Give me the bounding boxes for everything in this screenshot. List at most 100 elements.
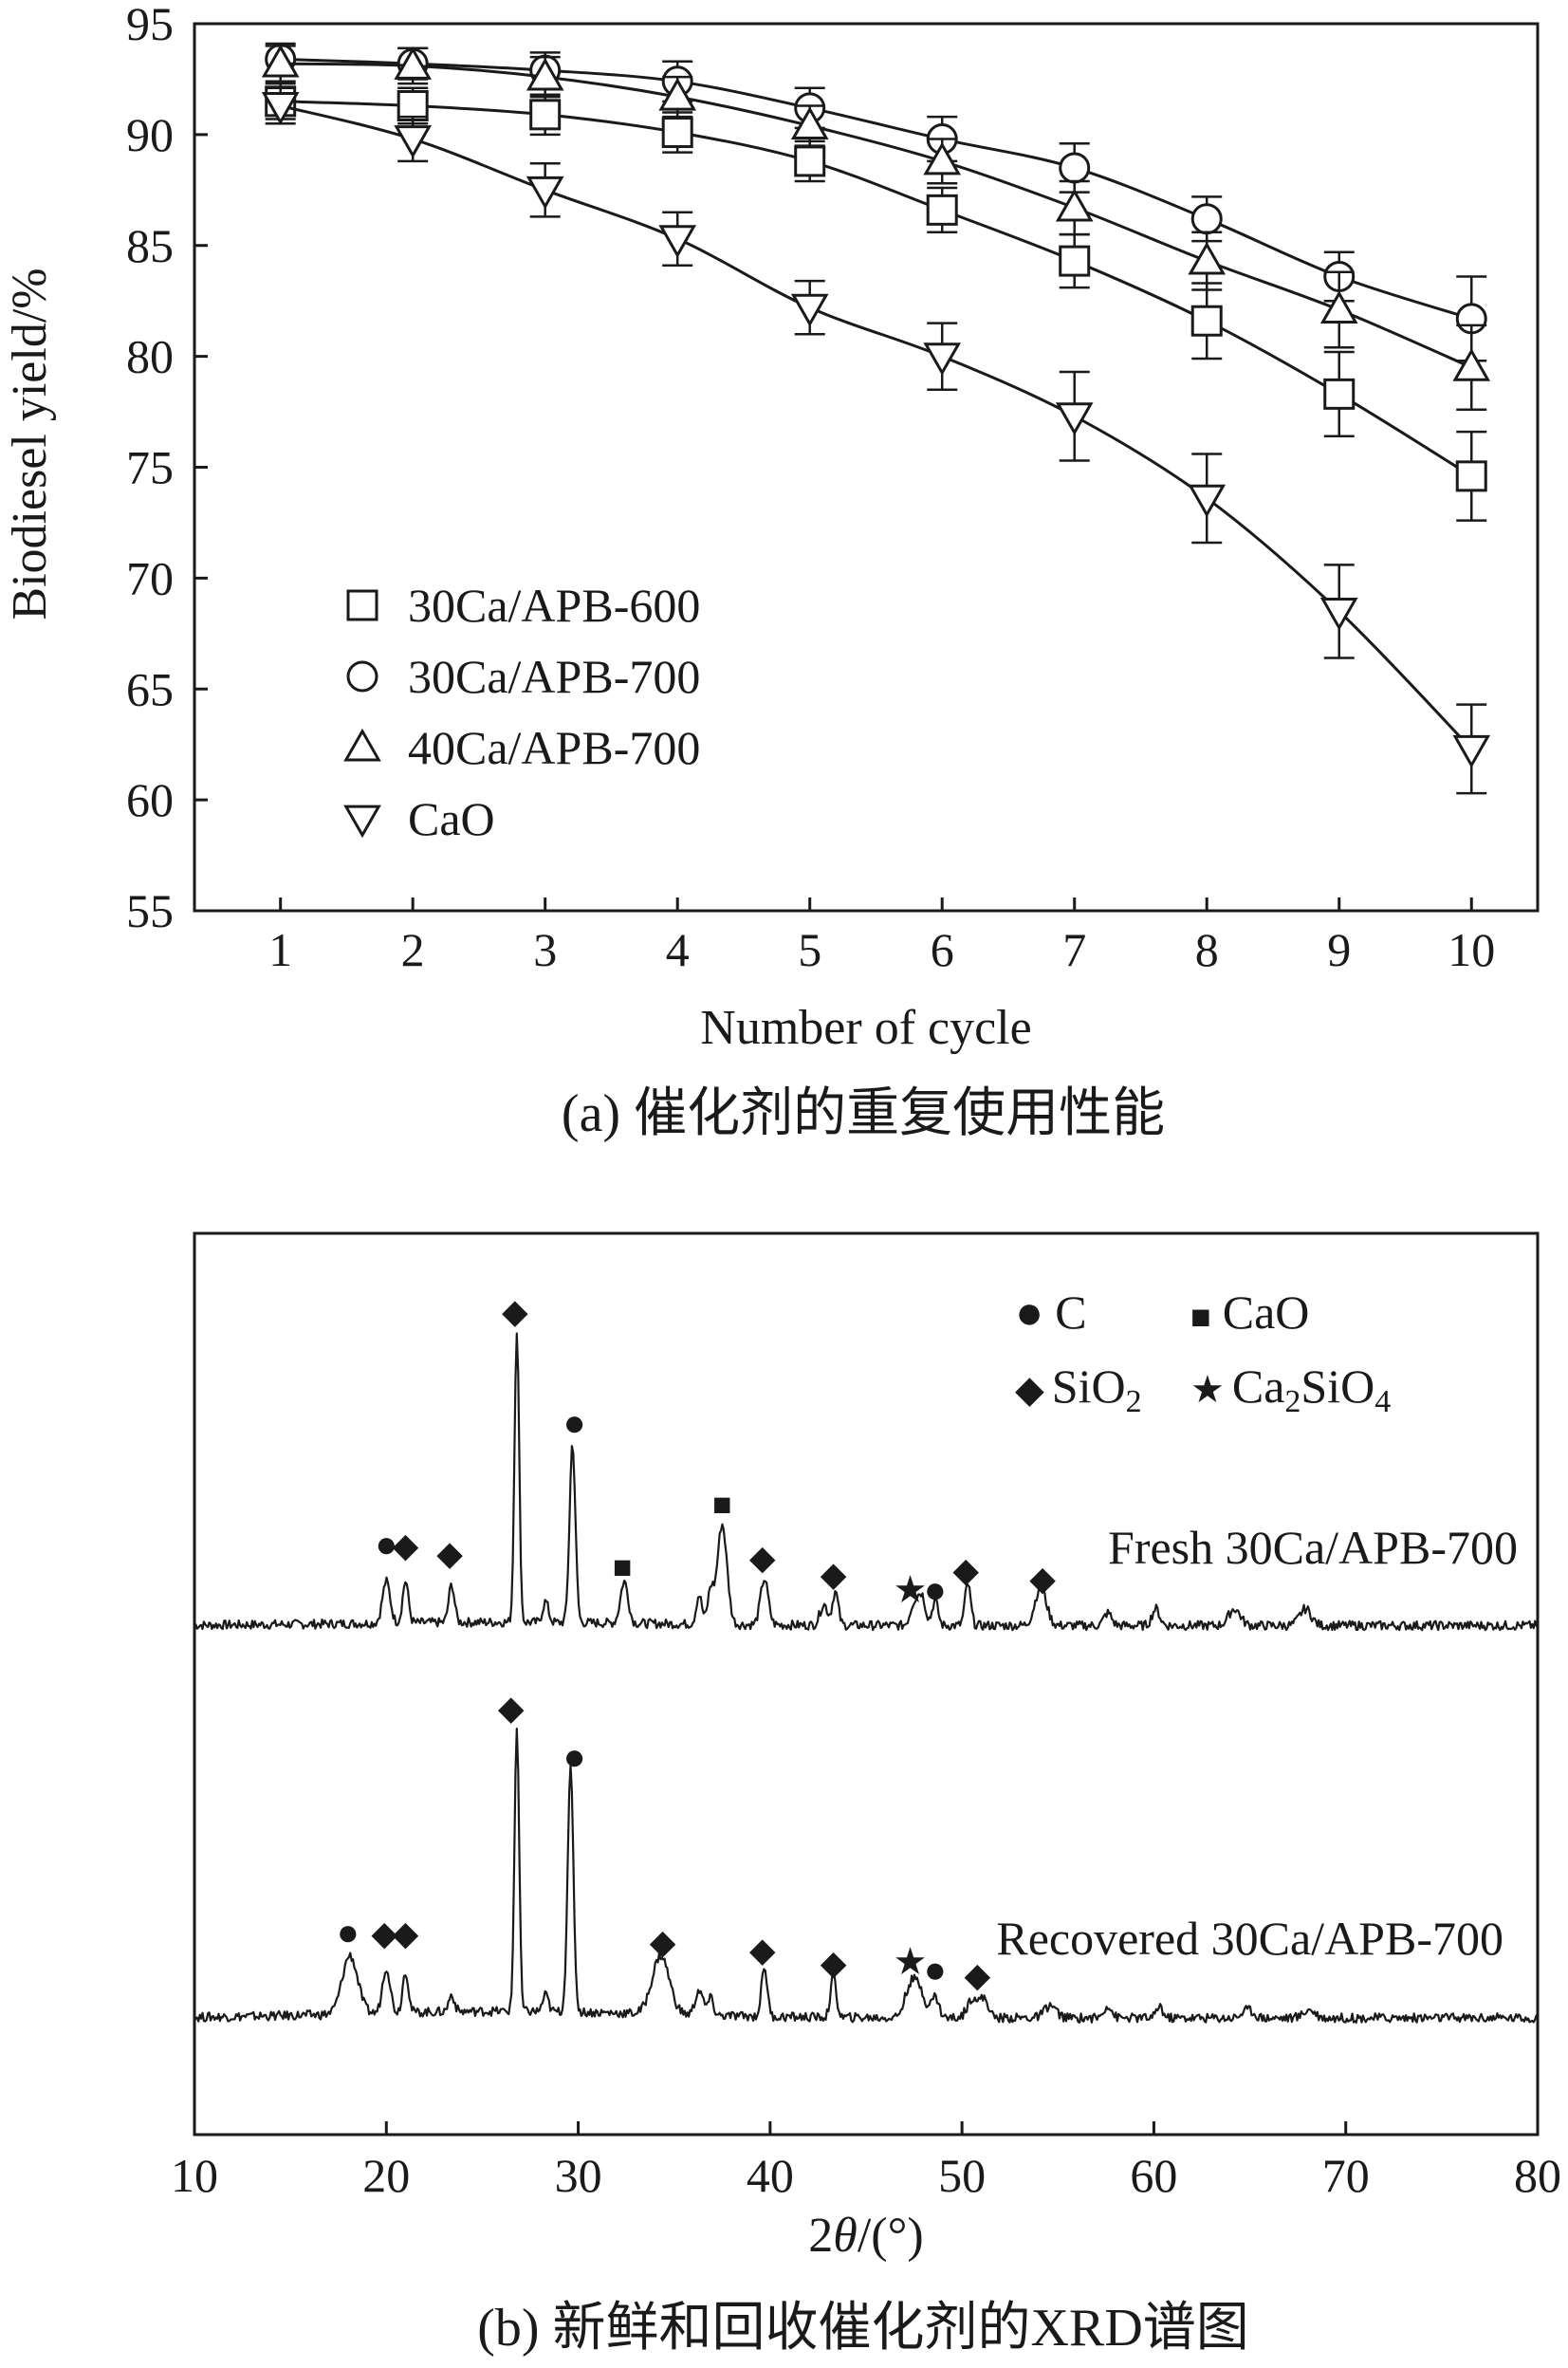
peak-marker-c: ● [337,1911,360,1953]
panel-a-x-ticks: 1 2 3 4 5 6 7 8 9 10 [268,897,1495,976]
data-point-cao [1452,734,1491,768]
legend-label: 30Ca/APB-600 [408,579,700,632]
data-point-30ca-apb-600 [1059,245,1091,277]
panel-b-xrd-chart: ●◆ ◆◆●■■◆ ◆ ★● ◆ ◆● ◆◆◆●◆ ◆ ◆ ★● ◆ 10 20 30 40 50 60 70 8… [171,1231,1561,2358]
data-point-cao [658,225,697,259]
y-tick-label: 75 [126,441,174,494]
x-tick-label: 40 [747,2149,794,2202]
legend-c-label: C [1055,1286,1086,1339]
series-line-cao [280,104,1473,750]
panel-b-plot-frame [193,1231,1540,2137]
x-tick-label: 5 [798,923,821,976]
data-point-30ca-apb-600 [1455,460,1487,492]
x-tick-label: 20 [362,2149,410,2202]
x-tick-label: 10 [1448,923,1495,976]
panel-b-legend: ● C ■ CaO ◆ SiO2 ★ Ca2SiO4 [1015,1286,1391,1419]
x-tick-label: 60 [1130,2149,1177,2202]
peak-marker-c: ● [924,1568,947,1611]
legend-label: 40Ca/APB-700 [408,721,700,774]
peak-marker-sio2: ◆ [502,1292,528,1330]
peak-marker-sio2: ◆ [498,1689,525,1727]
data-point-40ca-apb-700 [261,44,300,78]
series-cao [261,86,1491,795]
data-point-cao [394,125,433,158]
data-point-40ca-apb-700 [1055,188,1094,222]
x-tick-label: 9 [1327,923,1351,976]
data-point-40ca-apb-700 [1319,290,1358,324]
peak-marker-cao: ■ [712,1488,732,1523]
legend-marker-triangle-down [343,805,381,839]
data-point-40ca-apb-700 [526,57,564,91]
xrd-trace-recovered-30ca-apb-700 [193,1728,1539,2024]
x-axis-label-theta: θ [833,2209,858,2263]
panel-a-reusability-chart: 1 2 3 4 5 6 7 8 9 10 55 60 65 70 75 80 85 90 95 Number of… [3,0,1540,1143]
legend-sio2-symbol: ◆ [1015,1368,1044,1411]
legend-label: CaO [408,792,495,845]
panel-b-x-axis-label: 2θ/(°) [808,2209,923,2263]
peak-marker-sio2: ◆ [952,1551,979,1589]
x-tick-label: 50 [938,2149,986,2202]
data-point-30ca-apb-600 [1190,305,1223,337]
legend-ca2sio4-symbol: ★ [1190,1368,1225,1411]
legend-cao-label: CaO [1223,1286,1310,1339]
series-30ca-apb-600 [265,82,1487,522]
data-point-30ca-apb-600 [661,117,693,149]
peak-marker-sio2: ◆ [821,1556,847,1594]
data-point-30ca-apb-600 [794,145,826,177]
y-tick-label: 95 [126,0,174,50]
data-point-30ca-apb-700 [1059,152,1091,184]
data-point-40ca-apb-700 [1452,348,1491,381]
legend-marker-triangle-up [343,728,381,762]
data-point-40ca-apb-700 [1188,241,1227,275]
data-point-30ca-apb-600 [926,194,958,226]
series-40ca-apb-700 [261,44,1491,411]
legend-ca2sio4-label-2: SiO [1301,1360,1374,1413]
peak-marker-sio2: ◆ [749,1539,776,1577]
data-point-cao [1188,484,1227,518]
x-axis-label-suffix: /(°) [858,2209,924,2263]
y-tick-label: 70 [126,551,174,604]
series-line-30ca-apb-700 [280,57,1472,321]
x-tick-label: 1 [268,923,292,976]
legend-marker-circle [346,660,378,693]
legend-c-symbol: ● [1015,1286,1043,1339]
series-line-30ca-apb-600 [280,100,1472,478]
peak-marker-sio2: ◆ [393,1526,419,1564]
data-point-30ca-apb-600 [397,89,429,121]
panel-a-series-layer [261,42,1491,795]
panel-b-x-ticks: 10 20 30 40 50 60 70 80 [171,2121,1561,2202]
data-point-30ca-apb-600 [1323,378,1356,410]
panel-a-caption: (a) 催化剂的重复使用性能 [562,1084,1165,1143]
series-30ca-apb-700 [265,42,1487,362]
data-point-40ca-apb-700 [394,46,433,80]
y-tick-label: 90 [126,108,174,161]
data-point-cao [1055,402,1094,436]
data-point-cao [526,176,564,210]
peak-marker-sio2: ◆ [1029,1560,1056,1598]
data-point-cao [1319,598,1358,631]
peak-marker-ca2sio4: ★ [894,1940,928,1983]
legend-sio2-label: SiO [1052,1360,1126,1413]
x-tick-label: 80 [1514,2149,1561,2202]
legend-item-cao: ■ CaO [1190,1286,1309,1339]
peak-marker-sio2: ◆ [393,1915,419,1952]
x-tick-label: 3 [533,923,557,976]
fresh-pattern-label: Fresh 30Ca/APB-700 [1108,1521,1518,1574]
y-tick-label: 55 [126,884,174,937]
legend-ca2sio4-subscript-2: 4 [1374,1384,1391,1419]
x-tick-label: 4 [666,923,690,976]
x-tick-label: 7 [1062,923,1086,976]
data-point-30ca-apb-600 [529,99,562,131]
x-tick-label: 6 [931,923,954,976]
peak-marker-ca2sio4: ★ [894,1568,928,1611]
legend-sio2-subscript: 2 [1126,1384,1142,1419]
xrd-pattern-recovered-30ca-apb-700: ● ◆◆◆●◆ ◆ ◆ ★● ◆ [193,1689,1539,2024]
x-tick-label: 2 [401,923,425,976]
data-point-cao [261,92,300,125]
peak-marker-c: ● [924,1949,947,1991]
peak-marker-c: ● [375,1523,397,1565]
legend-marker-square [346,589,378,621]
xrd-pattern-fresh-30ca-apb-700: ●◆ ◆◆●■■◆ ◆ ★● ◆ ◆ [194,1292,1540,1632]
peak-marker-sio2: ◆ [749,1932,776,1970]
